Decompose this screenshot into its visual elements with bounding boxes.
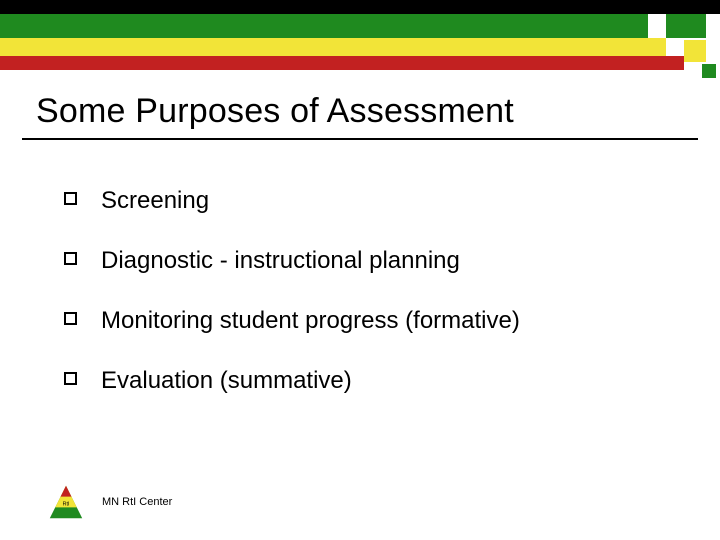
list-item: Screening: [64, 186, 664, 216]
slide-title: Some Purposes of Assessment: [36, 92, 514, 131]
band-bar-0: [0, 0, 720, 14]
bullet-text: Monitoring student progress (formative): [101, 306, 520, 336]
list-item: Diagnostic - instructional planning: [64, 246, 664, 276]
band-bar-1: [0, 14, 648, 38]
bullet-list: Screening Diagnostic - instructional pla…: [64, 186, 664, 426]
footer: RtI MN RtI Center: [48, 484, 172, 520]
band-bar-2: [0, 38, 666, 56]
list-item: Monitoring student progress (formative): [64, 306, 664, 336]
footer-text: MN RtI Center: [102, 496, 172, 508]
list-item: Evaluation (summative): [64, 366, 664, 396]
square-bullet-icon: [64, 252, 77, 265]
bullet-text: Evaluation (summative): [101, 366, 352, 396]
square-bullet-icon: [64, 372, 77, 385]
slide: Some Purposes of Assessment Screening Di…: [0, 0, 720, 540]
mn-rti-logo-icon: RtI: [48, 484, 84, 520]
square-bullet-icon: [64, 192, 77, 205]
band-rblock-0: [666, 14, 706, 38]
header-band: [0, 0, 720, 74]
band-rblock-1: [684, 40, 706, 62]
svg-text:RtI: RtI: [63, 502, 70, 508]
bullet-text: Screening: [101, 186, 209, 216]
band-rblock-2: [702, 64, 716, 78]
band-bar-3: [0, 56, 684, 70]
square-bullet-icon: [64, 312, 77, 325]
title-rule: [22, 138, 698, 140]
bullet-text: Diagnostic - instructional planning: [101, 246, 460, 276]
